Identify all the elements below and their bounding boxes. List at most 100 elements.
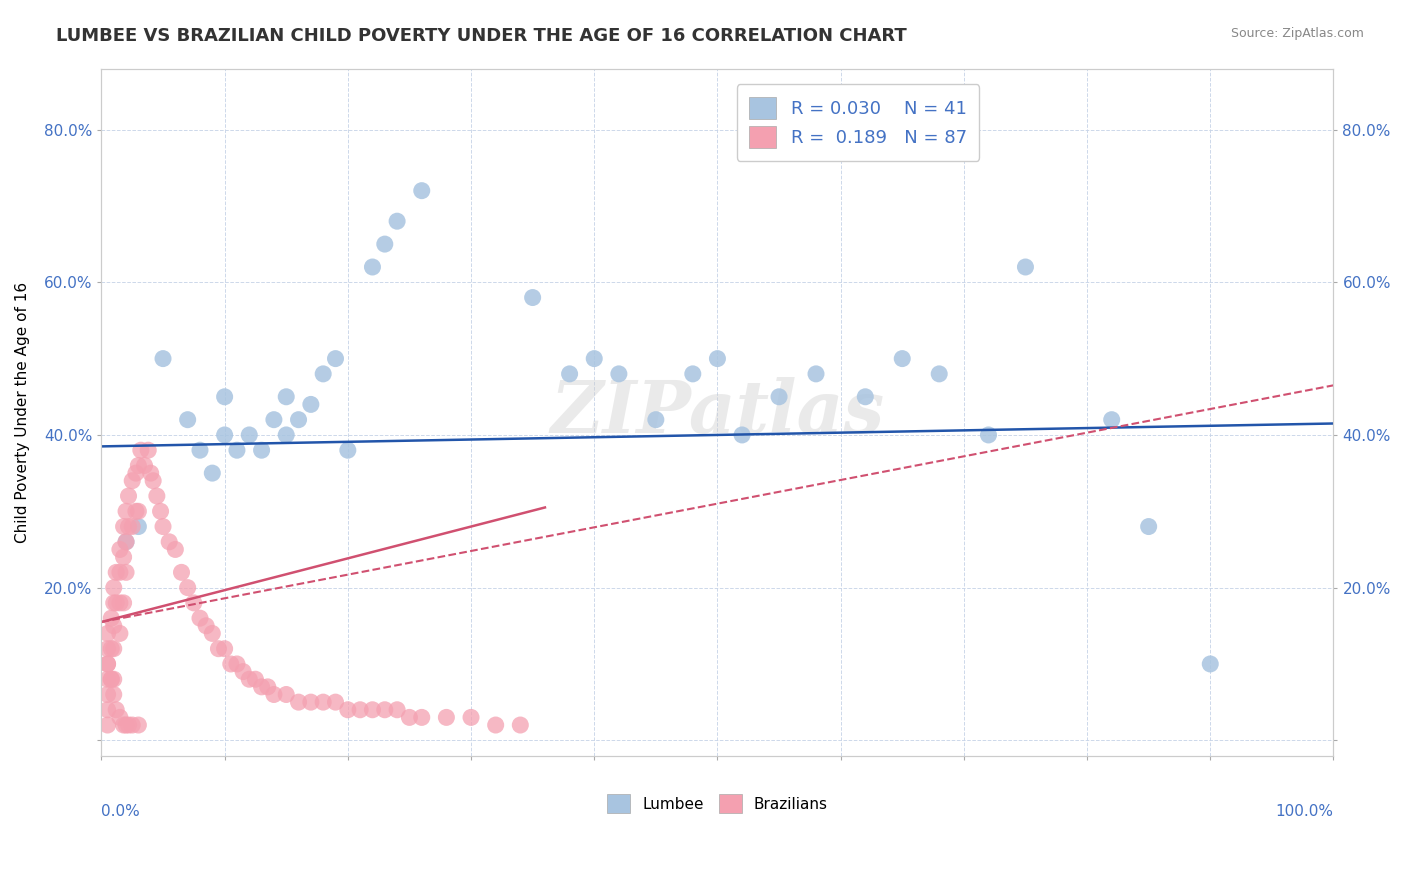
Text: LUMBEE VS BRAZILIAN CHILD POVERTY UNDER THE AGE OF 16 CORRELATION CHART: LUMBEE VS BRAZILIAN CHILD POVERTY UNDER … xyxy=(56,27,907,45)
Point xyxy=(176,581,198,595)
Point xyxy=(460,710,482,724)
Point xyxy=(256,680,278,694)
Point xyxy=(768,390,790,404)
Point xyxy=(853,390,876,404)
Point xyxy=(214,390,236,404)
Point xyxy=(97,672,120,686)
Point xyxy=(105,596,128,610)
Point xyxy=(287,695,309,709)
Point xyxy=(139,466,162,480)
Point xyxy=(146,489,169,503)
Point xyxy=(100,672,122,686)
Point xyxy=(644,412,666,426)
Point xyxy=(398,710,420,724)
Point xyxy=(115,566,138,580)
Point xyxy=(583,351,606,366)
Point xyxy=(374,703,396,717)
Point xyxy=(97,688,120,702)
Point xyxy=(226,443,249,458)
Point xyxy=(336,443,359,458)
Point xyxy=(127,718,149,732)
Point xyxy=(226,657,249,671)
Point xyxy=(127,519,149,533)
Point xyxy=(188,611,211,625)
Point xyxy=(312,695,335,709)
Point xyxy=(188,443,211,458)
Point xyxy=(115,534,138,549)
Point xyxy=(112,519,135,533)
Point xyxy=(97,626,120,640)
Point xyxy=(706,351,728,366)
Point xyxy=(100,672,122,686)
Point xyxy=(361,260,384,274)
Point xyxy=(238,428,260,442)
Point xyxy=(361,703,384,717)
Point xyxy=(312,367,335,381)
Point xyxy=(121,519,143,533)
Point xyxy=(115,534,138,549)
Point xyxy=(103,619,125,633)
Point xyxy=(325,695,347,709)
Point xyxy=(201,466,224,480)
Point xyxy=(276,688,298,702)
Point xyxy=(1014,260,1036,274)
Point xyxy=(287,412,309,426)
Point xyxy=(125,466,148,480)
Point xyxy=(731,428,754,442)
Point xyxy=(103,688,125,702)
Point xyxy=(207,641,229,656)
Point xyxy=(121,718,143,732)
Point xyxy=(509,718,531,732)
Point xyxy=(176,412,198,426)
Point xyxy=(214,641,236,656)
Point xyxy=(117,489,139,503)
Point xyxy=(97,703,120,717)
Point xyxy=(115,504,138,518)
Text: 100.0%: 100.0% xyxy=(1275,804,1333,819)
Point xyxy=(201,626,224,640)
Point xyxy=(108,566,131,580)
Point xyxy=(928,367,950,381)
Point xyxy=(112,596,135,610)
Point xyxy=(374,237,396,252)
Point xyxy=(108,542,131,557)
Point xyxy=(149,504,172,518)
Point xyxy=(434,710,457,724)
Point xyxy=(299,695,322,709)
Point xyxy=(165,542,187,557)
Point xyxy=(125,504,148,518)
Point xyxy=(103,641,125,656)
Point xyxy=(682,367,704,381)
Point xyxy=(112,718,135,732)
Legend: Lumbee, Brazilians: Lumbee, Brazilians xyxy=(596,783,838,823)
Point xyxy=(127,458,149,473)
Point xyxy=(232,665,254,679)
Point xyxy=(121,474,143,488)
Point xyxy=(250,443,273,458)
Point xyxy=(250,680,273,694)
Point xyxy=(219,657,242,671)
Point xyxy=(891,351,914,366)
Point xyxy=(263,688,285,702)
Point xyxy=(385,214,408,228)
Point xyxy=(105,566,128,580)
Point xyxy=(152,519,174,533)
Point xyxy=(349,703,371,717)
Point xyxy=(105,703,128,717)
Point xyxy=(97,657,120,671)
Point xyxy=(336,703,359,717)
Point xyxy=(97,641,120,656)
Point xyxy=(411,710,433,724)
Point xyxy=(276,428,298,442)
Text: Source: ZipAtlas.com: Source: ZipAtlas.com xyxy=(1230,27,1364,40)
Point xyxy=(245,672,267,686)
Point xyxy=(97,718,120,732)
Point xyxy=(977,428,1000,442)
Point xyxy=(103,581,125,595)
Point xyxy=(103,596,125,610)
Point xyxy=(100,641,122,656)
Point xyxy=(157,534,180,549)
Point xyxy=(238,672,260,686)
Point xyxy=(142,474,165,488)
Point xyxy=(108,596,131,610)
